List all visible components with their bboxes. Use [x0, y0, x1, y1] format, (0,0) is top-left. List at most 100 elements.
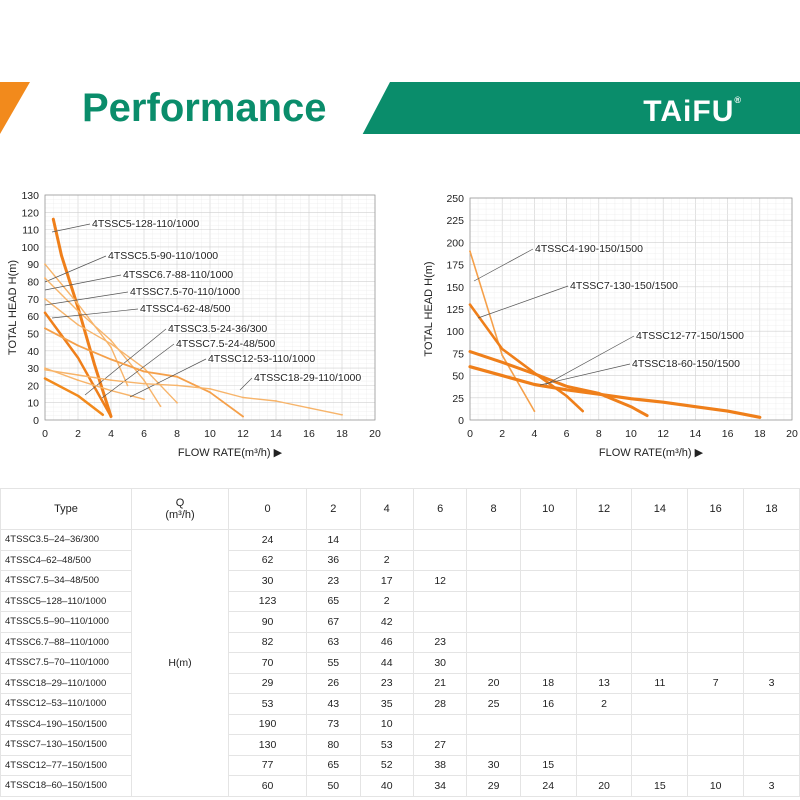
- chart-0-data-point: [126, 384, 129, 387]
- chart-1-series-label: 4TSSC18-60-150/1500: [632, 358, 740, 370]
- chart-1-data-point: [565, 395, 568, 397]
- chart-0-y-tick-label: 50: [27, 328, 39, 340]
- chart-0-data-point: [242, 415, 244, 418]
- head-value-cell: [466, 631, 521, 653]
- chart-0-x-tick-label: 14: [270, 428, 282, 440]
- head-value-cell: 62: [227, 549, 308, 571]
- head-value-cell: 50: [306, 775, 361, 797]
- chart-0-data-point: [44, 311, 46, 314]
- flow-column-header: 2: [306, 488, 361, 530]
- chart-0-x-tick-label: 0: [42, 428, 48, 440]
- chart-1-data-point: [533, 372, 536, 375]
- head-value-cell: 13: [575, 672, 633, 694]
- head-value-cell: 21: [412, 672, 468, 694]
- chart-1-data-point: [630, 405, 632, 408]
- chart-0-data-point: [77, 374, 79, 376]
- head-value-cell: [687, 611, 745, 633]
- head-value-cell: 26: [306, 672, 361, 694]
- chart-0-data-point: [77, 310, 79, 312]
- head-value-cell: 30: [466, 754, 521, 776]
- flow-column-header: 18: [743, 488, 800, 530]
- chart-1-data-point: [501, 354, 504, 357]
- head-value-cell: [687, 570, 745, 592]
- table-row: 4TSSC5.5–90–110/1000 90 67 42: [0, 611, 800, 633]
- head-value-cell: 130: [227, 734, 308, 756]
- chart-0-data-point: [143, 367, 145, 369]
- head-value-cell: 73: [306, 713, 361, 735]
- head-value-cell: [743, 529, 800, 551]
- head-value-cell: [743, 611, 800, 633]
- chart-0-x-tick-label: 4: [108, 428, 114, 440]
- chart-0-leader-line: [44, 291, 129, 306]
- chart-0-data-point: [176, 375, 178, 378]
- head-value-cell: [743, 693, 800, 715]
- head-value-cell: 3: [743, 775, 800, 797]
- chart-1-x-tick-label: 16: [722, 428, 734, 440]
- chart-1-y-tick-label: 250: [446, 193, 464, 205]
- chart-1-y-axis-label: TOTAL HEAD H(m): [423, 261, 435, 356]
- head-value-cell: [412, 529, 468, 551]
- head-value-cell: 55: [306, 652, 361, 674]
- chart-0-series-label: 4TSSC7.5-24-48/500: [176, 338, 275, 350]
- chart-0-y-tick-label: 0: [33, 415, 39, 427]
- head-value-cell: 38: [412, 754, 468, 776]
- chart-0-data-point: [242, 396, 244, 399]
- head-value-cell: 2: [359, 590, 414, 612]
- brand-logo-text: TAiFU: [643, 95, 735, 128]
- head-value-cell: 42: [359, 611, 414, 633]
- chart-0-data-point: [77, 303, 79, 305]
- chart-1-y-tick-label: 25: [452, 393, 464, 405]
- head-value-cell: 27: [412, 734, 468, 756]
- brand-logo: TAiFU®: [643, 95, 742, 129]
- chart-1-data-point: [501, 374, 504, 377]
- head-value-cell: 12: [412, 570, 468, 592]
- chart-0-x-tick-label: 20: [369, 428, 381, 440]
- head-value-cell: 29: [227, 672, 308, 694]
- chart-1-x-tick-label: 4: [531, 428, 537, 440]
- flow-column-header: 8: [466, 488, 521, 530]
- row-type-cell: 4TSSC5.5–90–110/1000: [0, 611, 132, 633]
- head-value-cell: [743, 754, 800, 776]
- head-value-cell: [631, 549, 689, 571]
- chart-0-y-axis-label: TOTAL HEAD H(m): [7, 260, 19, 355]
- chart-0-data-point: [77, 379, 79, 382]
- flow-column-header: 16: [687, 488, 745, 530]
- flow-column-header: 12: [575, 488, 633, 530]
- head-value-cell: [743, 570, 800, 592]
- chart-0-series-line: [44, 369, 343, 416]
- head-value-cell: [466, 570, 521, 592]
- head-value-cell: 11: [631, 672, 689, 694]
- head-value-cell: [466, 713, 521, 735]
- chart-0-leader-line: [84, 328, 167, 396]
- head-value-cell: [466, 611, 521, 633]
- head-value-cell: [466, 652, 521, 674]
- row-type-cell: 4TSSC18–60–150/1500: [0, 775, 132, 797]
- head-value-cell: [575, 529, 633, 551]
- chart-0-y-tick-label: 10: [27, 398, 39, 410]
- chart-0-leader-line: [101, 343, 175, 399]
- chart-1-y-tick-label: 0: [458, 415, 464, 427]
- chart-0-series-label: 4TSSC12-53-110/1000: [208, 353, 315, 365]
- head-value-cell: [687, 693, 745, 715]
- right-performance-chart: 0 2 4 6 8 10 12 14 16 18 2002550751001251501752002…: [423, 193, 798, 459]
- chart-0-data-point: [308, 406, 310, 409]
- head-value-cell: [743, 590, 800, 612]
- head-value-cell: 53: [227, 693, 308, 715]
- chart-1-x-tick-label: 20: [786, 428, 798, 440]
- chart-1-y-tick-label: 225: [446, 215, 464, 227]
- table-row: 4TSSC7–130–150/1500 130 80 53 27: [0, 734, 800, 756]
- head-value-cell: 2: [359, 549, 414, 571]
- chart-0-data-point: [93, 363, 96, 366]
- table-row: 4TSSC12–77–150/1500 77 65 52 38 30 15: [0, 754, 800, 776]
- chart-1-data-point: [630, 397, 632, 400]
- registered-mark: ®: [734, 95, 742, 105]
- chart-0-data-point: [44, 368, 46, 371]
- head-value-cell: [687, 713, 745, 735]
- chart-0-y-tick-label: 70: [27, 294, 39, 306]
- chart-0-data-point: [77, 394, 79, 397]
- head-value-cell: 90: [227, 611, 308, 633]
- chart-0-data-point: [77, 323, 79, 326]
- flow-column-header: 14: [631, 488, 689, 530]
- chart-0-data-point: [44, 263, 46, 266]
- chart-1-data-point: [533, 383, 536, 386]
